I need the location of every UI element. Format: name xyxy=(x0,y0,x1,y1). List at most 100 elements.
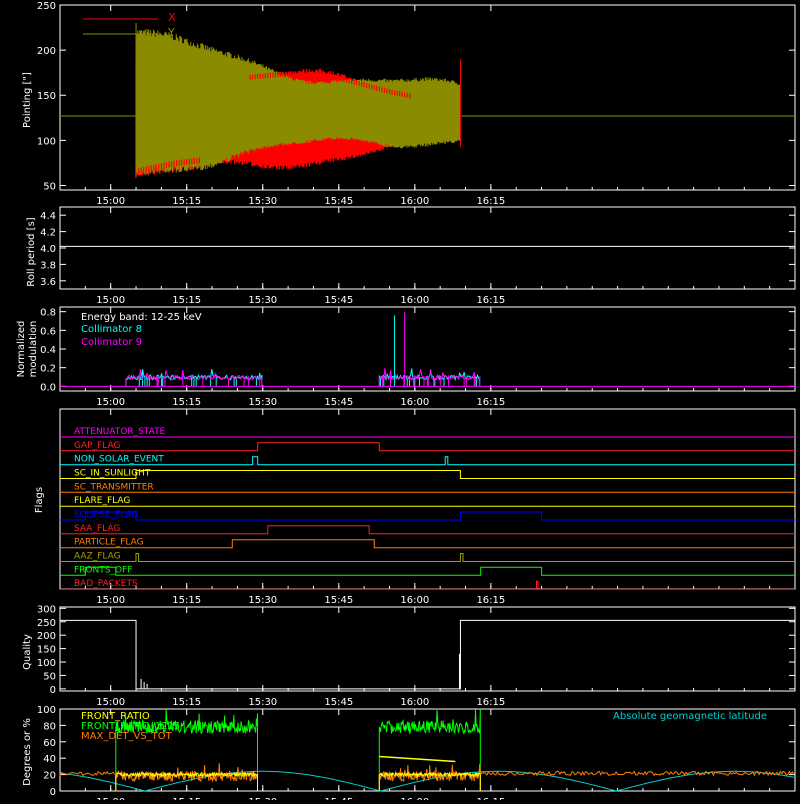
geomag-latitude-trace xyxy=(59,770,796,792)
y-tick-label: 150 xyxy=(37,645,56,656)
x-tick-label: 15:00 xyxy=(96,595,125,606)
p-pointing-axes: 15:00 15:15 15:30 15:45 16:00 16:15 50 100 150 20… xyxy=(37,1,796,207)
y-tick-label: 100 xyxy=(37,705,56,716)
x-tick-label: 15:45 xyxy=(324,397,353,408)
flag-label: NON_SOLAR_EVENT xyxy=(74,455,164,465)
x-tick-label: 15:45 xyxy=(324,595,353,606)
flags-panel: 15:00 15:15 15:30 15:45 16:00 16:15 Flags ATT… xyxy=(34,408,796,606)
x-tick-label: 15:00 xyxy=(96,295,125,306)
roll-period-panel: 15:00 15:15 15:30 15:45 16:00 16:15 3.6 3.8 4.0 4… xyxy=(26,206,796,306)
x-tick-label: 15:15 xyxy=(172,697,201,708)
pointing-panel: 15:00 15:15 15:30 15:45 16:00 16:15 50 100 150 20… xyxy=(22,1,796,207)
x-tick-label: 15:45 xyxy=(324,697,353,708)
modulation-ylabel-line1: Normalized xyxy=(16,321,27,378)
y-tick-label: 200 xyxy=(37,631,56,642)
legend-x-label: X xyxy=(168,11,176,24)
y-tick-label: 0.2 xyxy=(40,364,56,375)
flag-trace-bad_packets xyxy=(60,580,795,590)
x-tick-label: 15:30 xyxy=(248,397,277,408)
flag-label: AAZ_FLAG xyxy=(74,552,121,562)
flag-trace-aaz_flag xyxy=(60,553,795,562)
modulation-panel: 15:00 15:15 15:30 15:45 16:00 16:15 0.0 0.2 0.4 0… xyxy=(16,306,796,408)
collimator-9-trace xyxy=(125,368,481,387)
flag-trace-fronts_off xyxy=(60,566,795,576)
front-ratio-elevated xyxy=(379,755,456,763)
x-tick-label: 15:15 xyxy=(172,196,201,207)
flag-trace-saa_flag xyxy=(60,525,795,535)
x-tick-label: 15:30 xyxy=(248,595,277,606)
x-tick-label: 15:00 xyxy=(96,397,125,408)
flag-label: PARTICLE_FLAG xyxy=(74,538,144,548)
flag-label: SC_TRANSMITTER xyxy=(74,482,154,492)
x-tick-label: 15:00 xyxy=(96,697,125,708)
max-det-vs-tot-legend: MAX_DET_VS_TOT xyxy=(81,731,173,742)
x-tick-label: 16:00 xyxy=(400,697,429,708)
x-tick-label: 15:30 xyxy=(248,295,277,306)
y-tick-label: 0.6 xyxy=(40,326,56,337)
flag-trace-particle_flag xyxy=(60,539,795,549)
y-tick-label: 3.6 xyxy=(40,277,56,288)
y-tick-label: 80 xyxy=(43,721,56,732)
y-tick-label: 3.8 xyxy=(40,260,56,271)
y-tick-label: 250 xyxy=(37,618,56,629)
x-tick-label: 16:00 xyxy=(400,397,429,408)
y-tick-label: 50 xyxy=(43,181,56,192)
flag-trace-eclipse_flag xyxy=(60,511,795,521)
flag-trace-sc_in_sunlight xyxy=(60,470,795,479)
y-tick-label: 300 xyxy=(37,604,56,615)
x-tick-label: 16:15 xyxy=(476,595,505,606)
flag-label: FLARE_FLAG xyxy=(74,496,130,506)
x-tick-label: 16:00 xyxy=(400,595,429,606)
collimator8-legend: Collimator 8 xyxy=(81,324,142,335)
flag-label: SAA_FLAG xyxy=(74,524,120,534)
p-roll-axes: 15:00 15:15 15:30 15:45 16:00 16:15 3.6 3.8 4.0 4… xyxy=(40,206,796,306)
max-det-vs-tot-baseline xyxy=(59,770,795,777)
x-tick-label: 15:15 xyxy=(172,397,201,408)
energy-band-annotation: Energy band: 12-25 keV xyxy=(81,312,202,323)
geomag-latitude-legend: Absolute geomagnetic latitude xyxy=(613,711,767,722)
y-tick-label: 4.4 xyxy=(40,211,56,222)
y-tick-label: 150 xyxy=(37,91,56,102)
y-tick-label: 50 xyxy=(43,671,56,682)
quality-panel: 15:00 15:15 15:30 15:45 16:00 16:15 0 50 100 150 2… xyxy=(22,604,796,708)
front-ratio-legend: FRONT_RATIO xyxy=(81,711,150,722)
x-tick-label: 15:15 xyxy=(172,295,201,306)
front-ratio-1225-trace xyxy=(115,709,481,791)
x-tick-label: 16:15 xyxy=(476,397,505,408)
y-tick-label: 100 xyxy=(37,658,56,669)
x-tick-label: 16:15 xyxy=(476,697,505,708)
x-tick-label: 15:00 xyxy=(96,196,125,207)
quality-spikes xyxy=(140,678,148,689)
y-tick-label: 0 xyxy=(50,685,56,696)
axes-frame xyxy=(59,708,796,792)
x-tick-label: 15:30 xyxy=(248,697,277,708)
front-ratio-trace xyxy=(115,771,481,791)
x-tick-label: 16:00 xyxy=(400,295,429,306)
x-tick-label: 15:45 xyxy=(324,295,353,306)
degrees-ylabel: Degrees or % xyxy=(22,718,33,786)
x-tick-label: 15:45 xyxy=(324,196,353,207)
flags-ylabel: Flags xyxy=(34,487,45,513)
y-tick-label: 0.0 xyxy=(40,382,56,393)
axes-frame xyxy=(59,4,796,191)
quality-ylabel: Quality xyxy=(22,634,33,670)
flag-label: GAP_FLAG xyxy=(74,441,120,451)
y-tick-label: 4.0 xyxy=(40,244,56,255)
x-tick-label: 15:15 xyxy=(172,595,201,606)
legend-y-label: Y xyxy=(167,26,175,39)
y-tick-label: 60 xyxy=(43,738,56,749)
flag-label: ECLIPSE_FLAG xyxy=(74,510,138,520)
pointing-ylabel: Pointing ["] xyxy=(22,72,33,128)
collimator9-legend: Collimator 9 xyxy=(81,337,142,348)
flag-trace-non_solar_event xyxy=(60,456,795,466)
p-mod-axes: 15:00 15:15 15:30 15:45 16:00 16:15 0.0 0.2 0.4 0… xyxy=(40,306,796,408)
flag-label: BAD_PACKETS xyxy=(74,579,138,589)
y-tick-label: 4.2 xyxy=(40,228,56,239)
x-tick-label: 15:30 xyxy=(248,196,277,207)
y-tick-label: 20 xyxy=(43,771,56,782)
y-tick-label: 250 xyxy=(37,1,56,12)
y-tick-label: 40 xyxy=(43,754,56,765)
flag-label: FRONTS_OFF xyxy=(74,565,132,575)
